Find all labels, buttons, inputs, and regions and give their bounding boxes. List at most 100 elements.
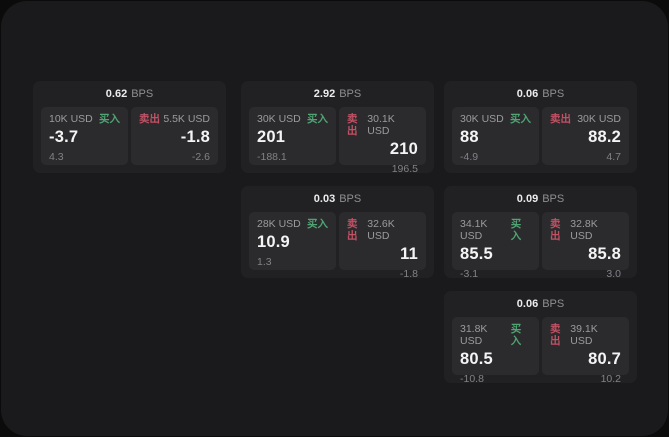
bps-header: 0.06 BPS xyxy=(444,81,637,107)
bps-unit-label: BPS xyxy=(339,88,362,100)
sell-amount: 30K USD xyxy=(577,113,621,125)
sell-change: 10.2 xyxy=(600,373,621,385)
sell-toprow: 卖出 39.1K USD xyxy=(550,323,621,347)
buy-side-label: 买入 xyxy=(510,218,522,242)
buy-amount: 34.1K USD xyxy=(460,218,488,242)
sell-change: 4.7 xyxy=(606,151,621,163)
sell-change: -1.8 xyxy=(399,268,418,280)
quote-card: 0.62 BPS 10K USD 买入 -3.7 4.3 卖出 5.5K USD xyxy=(33,81,226,173)
bps-value: 0.06 xyxy=(516,298,539,310)
buy-quote-panel[interactable]: 10K USD 买入 -3.7 4.3 xyxy=(41,107,128,165)
sell-quote-panel[interactable]: 卖出 32.8K USD 85.8 3.0 xyxy=(542,212,629,280)
buy-side-label: 买入 xyxy=(307,113,328,125)
buy-price: -3.7 xyxy=(49,128,79,146)
quote-card: 0.09 BPS 34.1K USD 买入 85.5 -3.1 卖出 32.8K… xyxy=(444,186,637,280)
sell-quote-panel[interactable]: 卖出 30.1K USD 210 196.5 xyxy=(339,107,426,175)
buy-toprow: 30K USD 买入 xyxy=(460,113,531,125)
bps-header: 0.06 BPS xyxy=(444,291,637,317)
sell-change: 196.5 xyxy=(391,163,418,175)
sell-toprow: 卖出 30K USD xyxy=(550,113,621,125)
bps-value: 0.09 xyxy=(516,193,539,205)
sell-change: -2.6 xyxy=(191,151,210,163)
bps-unit-label: BPS xyxy=(542,88,565,100)
bps-unit-label: BPS xyxy=(542,193,565,205)
buy-price: 10.9 xyxy=(257,233,290,251)
quote-card: 0.03 BPS 28K USD 买入 10.9 1.3 卖出 32.6K US… xyxy=(241,186,434,280)
sell-side-label: 卖出 xyxy=(347,113,358,137)
buy-side-label: 买入 xyxy=(99,113,120,125)
bps-header: 0.09 BPS xyxy=(444,186,637,212)
buy-change: -10.8 xyxy=(460,373,484,385)
sell-quote-panel[interactable]: 卖出 5.5K USD -1.8 -2.6 xyxy=(131,107,218,165)
buy-change: 4.3 xyxy=(49,151,64,163)
buy-amount: 10K USD xyxy=(49,113,93,125)
bps-unit-label: BPS xyxy=(339,193,362,205)
sell-amount: 32.8K USD xyxy=(570,218,598,242)
sell-amount: 32.6K USD xyxy=(367,218,395,242)
buy-toprow: 28K USD 买入 xyxy=(257,218,328,230)
sell-price: -1.8 xyxy=(180,128,210,146)
buy-side-label: 买入 xyxy=(307,218,328,230)
buy-price: 80.5 xyxy=(460,350,493,368)
sell-price: 11 xyxy=(400,245,418,263)
buy-quote-panel[interactable]: 34.1K USD 买入 85.5 -3.1 xyxy=(452,212,539,280)
sell-toprow: 卖出 32.8K USD xyxy=(550,218,621,242)
buy-change: 1.3 xyxy=(257,256,272,268)
buy-change: -4.9 xyxy=(460,151,479,163)
buy-quote-panel[interactable]: 30K USD 买入 88 -4.9 xyxy=(452,107,539,165)
buy-toprow: 34.1K USD 买入 xyxy=(460,218,531,242)
sell-toprow: 卖出 5.5K USD xyxy=(139,113,210,125)
bps-value: 2.92 xyxy=(313,88,336,100)
sell-amount: 5.5K USD xyxy=(163,113,210,125)
sell-toprow: 卖出 30.1K USD xyxy=(347,113,418,137)
quote-body: 28K USD 买入 10.9 1.3 卖出 32.6K USD 11 -1.8 xyxy=(241,212,434,280)
buy-toprow: 31.8K USD 买入 xyxy=(460,323,531,347)
buy-price: 201 xyxy=(257,128,286,146)
quote-body: 10K USD 买入 -3.7 4.3 卖出 5.5K USD -1.8 -2.… xyxy=(33,107,226,165)
quote-card: 0.06 BPS 30K USD 买入 88 -4.9 卖出 30K USD xyxy=(444,81,637,173)
buy-quote-panel[interactable]: 31.8K USD 买入 80.5 -10.8 xyxy=(452,317,539,385)
sell-amount: 30.1K USD xyxy=(367,113,395,137)
sell-price: 210 xyxy=(389,140,418,158)
bps-unit-label: BPS xyxy=(542,298,565,310)
sell-quote-panel[interactable]: 卖出 39.1K USD 80.7 10.2 xyxy=(542,317,629,385)
buy-amount: 31.8K USD xyxy=(460,323,488,347)
buy-quote-panel[interactable]: 30K USD 买入 201 -188.1 xyxy=(249,107,336,165)
quote-body: 34.1K USD 买入 85.5 -3.1 卖出 32.8K USD 85.8… xyxy=(444,212,637,280)
buy-toprow: 10K USD 买入 xyxy=(49,113,120,125)
bps-header: 0.62 BPS xyxy=(33,81,226,107)
buy-change: -3.1 xyxy=(460,268,479,280)
sell-side-label: 卖出 xyxy=(550,323,561,347)
quote-body: 30K USD 买入 201 -188.1 卖出 30.1K USD 210 1… xyxy=(241,107,434,175)
buy-amount: 28K USD xyxy=(257,218,301,230)
buy-amount: 30K USD xyxy=(460,113,504,125)
bps-value: 0.62 xyxy=(105,88,128,100)
bps-header: 2.92 BPS xyxy=(241,81,434,107)
quote-card: 2.92 BPS 30K USD 买入 201 -188.1 卖出 30.1K … xyxy=(241,81,434,175)
buy-amount: 30K USD xyxy=(257,113,301,125)
quote-body: 31.8K USD 买入 80.5 -10.8 卖出 39.1K USD 80.… xyxy=(444,317,637,385)
sell-price: 80.7 xyxy=(588,350,621,368)
buy-quote-panel[interactable]: 28K USD 买入 10.9 1.3 xyxy=(249,212,336,270)
sell-quote-panel[interactable]: 卖出 32.6K USD 11 -1.8 xyxy=(339,212,426,280)
bps-unit-label: BPS xyxy=(131,88,154,100)
buy-toprow: 30K USD 买入 xyxy=(257,113,328,125)
bps-value: 0.06 xyxy=(516,88,539,100)
quote-card: 0.06 BPS 31.8K USD 买入 80.5 -10.8 卖出 39.1… xyxy=(444,291,637,385)
sell-price: 85.8 xyxy=(588,245,621,263)
buy-change: -188.1 xyxy=(257,151,287,163)
sell-side-label: 卖出 xyxy=(139,113,160,125)
sell-quote-panel[interactable]: 卖出 30K USD 88.2 4.7 xyxy=(542,107,629,165)
buy-side-label: 买入 xyxy=(510,323,522,347)
quote-body: 30K USD 买入 88 -4.9 卖出 30K USD 88.2 4.7 xyxy=(444,107,637,165)
sell-side-label: 卖出 xyxy=(550,113,571,125)
sell-price: 88.2 xyxy=(588,128,621,146)
bps-value: 0.03 xyxy=(313,193,336,205)
sell-change: 3.0 xyxy=(606,268,621,280)
bps-header: 0.03 BPS xyxy=(241,186,434,212)
buy-price: 85.5 xyxy=(460,245,493,263)
buy-price: 88 xyxy=(460,128,479,146)
sell-side-label: 卖出 xyxy=(347,218,358,242)
